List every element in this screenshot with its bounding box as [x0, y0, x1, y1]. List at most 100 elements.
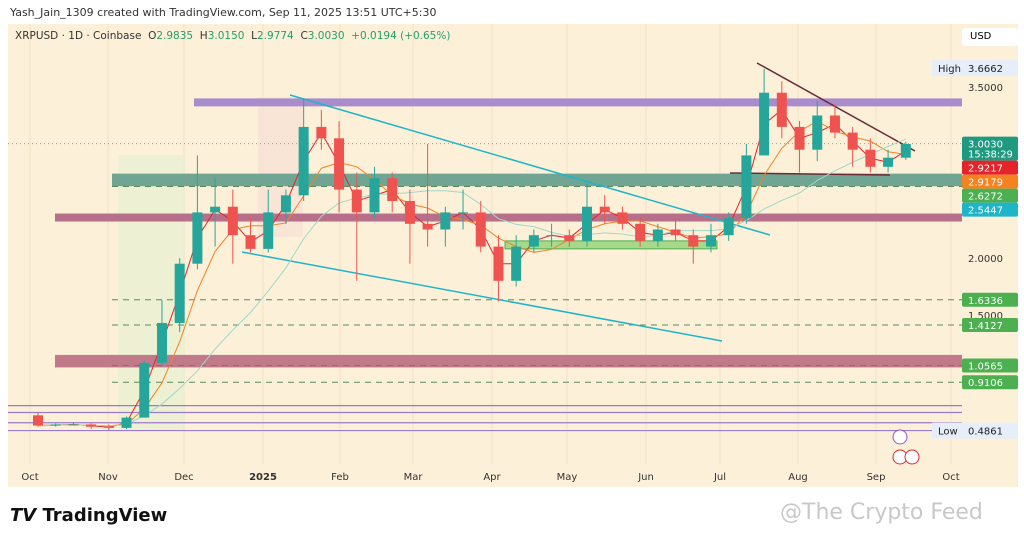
- candle-body: [422, 223, 433, 230]
- high-label-bg: [932, 60, 1018, 77]
- x-tick-label: Oct: [942, 472, 959, 483]
- price-label-value: 2.5447: [968, 206, 1003, 217]
- candle-body: [263, 212, 274, 249]
- close-value: 3.0030: [307, 30, 345, 42]
- price-label-box: [962, 174, 1018, 189]
- price-label-box: [962, 375, 1018, 390]
- candle-body: [174, 263, 185, 323]
- channel-lower-trendline: [241, 251, 723, 342]
- tradingview-logo: 𝙏𝙑 TradingView: [10, 505, 167, 526]
- x-tick-label: Mar: [404, 472, 424, 483]
- candle-body: [334, 138, 345, 190]
- x-tick-label: Oct: [21, 472, 38, 483]
- countdown-timer: 15:38:29: [968, 150, 1013, 161]
- x-tick-label: Aug: [788, 472, 808, 483]
- open-label: O: [148, 30, 157, 42]
- candle-body: [245, 235, 256, 249]
- price-label-box: [962, 136, 1018, 161]
- candle-body: [670, 229, 681, 236]
- currency-button[interactable]: USD: [962, 28, 1018, 46]
- candle-body: [351, 189, 362, 213]
- price-label-box: [962, 188, 1018, 203]
- chart-area[interactable]: Oct Nov Dec 2025 Feb Mar Apr May Jun Jul Aug Sep Oct…: [8, 24, 1018, 487]
- close-label: C: [300, 30, 308, 42]
- price-label-value: 2.9179: [968, 178, 1003, 189]
- candle-body: [475, 212, 486, 247]
- candle-body: [511, 246, 522, 281]
- candle-body: [847, 132, 858, 150]
- low-value: 2.9774: [257, 30, 294, 42]
- candle-body: [298, 126, 309, 196]
- chart-credit: Yash_Jain_1309 created with TradingView.…: [10, 6, 437, 19]
- high-value: 3.0150: [207, 30, 245, 42]
- x-tick-label: Jun: [637, 472, 654, 483]
- price-label-value: 0.9106: [968, 378, 1003, 389]
- candle-body: [139, 362, 150, 418]
- x-tick-label: Nov: [98, 472, 118, 483]
- symbol: XRPUSD · 1D · Coinbase: [15, 30, 142, 42]
- candle-body: [404, 201, 415, 224]
- low-label-text: Low: [938, 427, 958, 438]
- high-label: H: [199, 30, 208, 42]
- candle-body: [546, 235, 557, 237]
- candle-body: [121, 417, 132, 428]
- moving-average-line: [37, 120, 906, 427]
- candle-body: [635, 223, 646, 241]
- high-label-value: 3.6662: [968, 64, 1003, 75]
- candle-body: [812, 115, 823, 150]
- x-tick-label: Dec: [174, 472, 193, 483]
- x-tick-label: Jul: [713, 472, 726, 483]
- low-label-bg: [932, 422, 1018, 439]
- price-label-value: 1.6336: [968, 296, 1003, 307]
- crypto-event-icon: [892, 429, 908, 445]
- candle-body: [688, 235, 699, 247]
- economic-event-icon: [904, 449, 920, 465]
- price-label-value: 1.4127: [968, 321, 1003, 332]
- candle-body: [440, 212, 451, 230]
- candle-body: [617, 212, 628, 224]
- low-label: L: [251, 30, 257, 42]
- support-zone-2: [55, 213, 962, 222]
- candle-body: [883, 157, 894, 167]
- support-zone-3: [55, 354, 962, 368]
- candle-body: [192, 212, 203, 264]
- x-tick-label: 2025: [249, 472, 277, 483]
- price-label-box: [962, 202, 1018, 217]
- y-tick-label: 3.5000: [968, 83, 1003, 94]
- candle-body: [103, 426, 114, 428]
- candle-body: [316, 126, 327, 139]
- descending-trendline: [756, 62, 916, 152]
- tv-icon: 𝙏𝙑: [10, 505, 37, 526]
- candle-body: [280, 195, 291, 213]
- price-chart[interactable]: Oct Nov Dec 2025 Feb Mar Apr May Jun Jul Aug Sep Oct…: [8, 24, 1018, 487]
- candle-body: [528, 235, 539, 247]
- candle-body: [564, 235, 575, 241]
- watermark: @The Crypto Feed: [780, 500, 983, 525]
- candle-body: [33, 415, 43, 426]
- candle-body: [741, 155, 752, 219]
- price-label-value: 2.9217: [968, 164, 1003, 175]
- accumulation-box: [504, 240, 718, 250]
- price-label-value: 2.6272: [968, 192, 1003, 203]
- channel-upper-trendline: [289, 94, 771, 236]
- y-tick-label: 1.5000: [968, 311, 1003, 322]
- candle-body: [599, 206, 610, 213]
- candle-body: [582, 206, 593, 241]
- x-tick-label: Sep: [867, 472, 886, 483]
- candle-body: [759, 92, 770, 156]
- candle-body: [227, 206, 238, 236]
- low-label-value: 0.4861: [968, 427, 1003, 438]
- candle-body: [493, 246, 504, 281]
- brand-name: TradingView: [42, 505, 168, 526]
- price-label-box: [962, 292, 1018, 307]
- candle-body: [794, 126, 805, 150]
- candle-body: [723, 218, 734, 236]
- price-label-value: 3.0030: [968, 140, 1003, 151]
- price-label-value: 1.0565: [968, 362, 1003, 373]
- price-label-box: [962, 160, 1018, 175]
- support-zone: [112, 173, 962, 187]
- change-value: +0.0194 (+0.65%): [351, 30, 451, 42]
- high-label-text: High: [938, 64, 961, 75]
- candle-body: [652, 229, 663, 241]
- open-value: 2.9835: [156, 30, 194, 42]
